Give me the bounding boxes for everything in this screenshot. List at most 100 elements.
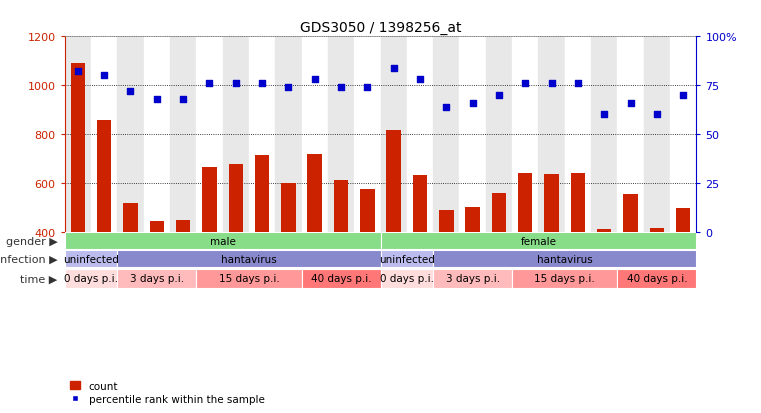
Bar <box>144 37 170 232</box>
Point <box>440 104 452 111</box>
Bar <box>196 269 301 288</box>
Point <box>414 77 426 83</box>
Bar <box>97 121 111 232</box>
Point <box>256 81 268 87</box>
Bar <box>275 37 301 232</box>
Bar <box>407 37 433 232</box>
Bar <box>360 190 374 232</box>
Text: male: male <box>209 236 236 246</box>
Text: hantavirus: hantavirus <box>221 254 277 264</box>
Bar <box>650 228 664 232</box>
Bar <box>670 37 696 232</box>
Bar <box>380 269 433 288</box>
Bar <box>544 175 559 232</box>
Bar <box>492 194 506 232</box>
Bar <box>512 269 617 288</box>
Point <box>361 85 374 91</box>
Bar <box>91 37 117 232</box>
Bar <box>486 37 512 232</box>
Bar <box>301 269 380 288</box>
Bar <box>617 37 644 232</box>
Text: 40 days p.i.: 40 days p.i. <box>626 274 687 284</box>
Bar <box>597 229 611 232</box>
Text: uninfected: uninfected <box>379 254 435 264</box>
Bar <box>307 154 322 232</box>
Bar <box>71 64 85 232</box>
Point <box>335 85 347 91</box>
Bar <box>117 251 380 268</box>
Point <box>124 88 136 95</box>
Point <box>546 81 558 87</box>
Point <box>309 77 321 83</box>
Bar <box>439 211 454 232</box>
Bar <box>65 233 380 249</box>
Bar <box>65 37 91 232</box>
Point <box>466 100 479 107</box>
Text: 40 days p.i.: 40 days p.i. <box>310 274 371 284</box>
Bar <box>565 37 591 232</box>
Bar <box>249 37 275 232</box>
Text: 3 days p.i.: 3 days p.i. <box>129 274 184 284</box>
Bar <box>380 251 433 268</box>
Point <box>72 69 84 76</box>
Point <box>598 112 610 119</box>
Point <box>387 65 400 71</box>
Bar <box>328 37 354 232</box>
Text: time ▶: time ▶ <box>21 274 58 284</box>
Bar <box>255 156 269 232</box>
Point <box>230 81 242 87</box>
Point <box>177 96 189 103</box>
Text: 3 days p.i.: 3 days p.i. <box>445 274 500 284</box>
Bar <box>623 194 638 232</box>
Title: GDS3050 / 1398256_at: GDS3050 / 1398256_at <box>300 21 461 35</box>
Bar <box>301 37 328 232</box>
Point <box>651 112 663 119</box>
Bar <box>466 208 480 232</box>
Point <box>677 92 689 99</box>
Text: uninfected: uninfected <box>63 254 119 264</box>
Bar <box>202 167 217 232</box>
Bar <box>518 174 533 232</box>
Bar <box>196 37 222 232</box>
Text: 0 days p.i.: 0 days p.i. <box>64 274 118 284</box>
Text: 0 days p.i.: 0 days p.i. <box>380 274 434 284</box>
Bar <box>170 37 196 232</box>
Bar <box>387 131 401 232</box>
Legend: count, percentile rank within the sample: count, percentile rank within the sample <box>70 381 265 404</box>
Bar <box>433 37 460 232</box>
Bar <box>433 251 696 268</box>
Bar <box>334 181 349 232</box>
Bar <box>281 183 295 232</box>
Bar <box>644 37 670 232</box>
Bar <box>354 37 380 232</box>
Point <box>282 85 295 91</box>
Bar <box>617 269 696 288</box>
Bar <box>380 233 696 249</box>
Bar <box>571 173 585 232</box>
Bar <box>65 251 117 268</box>
Bar <box>223 37 249 232</box>
Text: gender ▶: gender ▶ <box>6 236 58 246</box>
Text: female: female <box>521 236 556 246</box>
Text: 15 days p.i.: 15 days p.i. <box>218 274 279 284</box>
Text: hantavirus: hantavirus <box>537 254 593 264</box>
Bar <box>176 220 190 232</box>
Bar <box>117 269 196 288</box>
Text: 15 days p.i.: 15 days p.i. <box>534 274 595 284</box>
Point <box>151 96 163 103</box>
Bar <box>412 176 427 232</box>
Bar <box>591 37 617 232</box>
Bar <box>117 37 144 232</box>
Text: infection ▶: infection ▶ <box>0 254 58 264</box>
Point <box>625 100 637 107</box>
Point <box>493 92 505 99</box>
Bar <box>228 165 243 232</box>
Bar <box>65 269 117 288</box>
Point <box>98 73 110 79</box>
Point <box>519 81 531 87</box>
Bar <box>676 209 690 232</box>
Bar <box>150 221 164 232</box>
Bar <box>433 269 512 288</box>
Bar <box>539 37 565 232</box>
Bar <box>123 204 138 232</box>
